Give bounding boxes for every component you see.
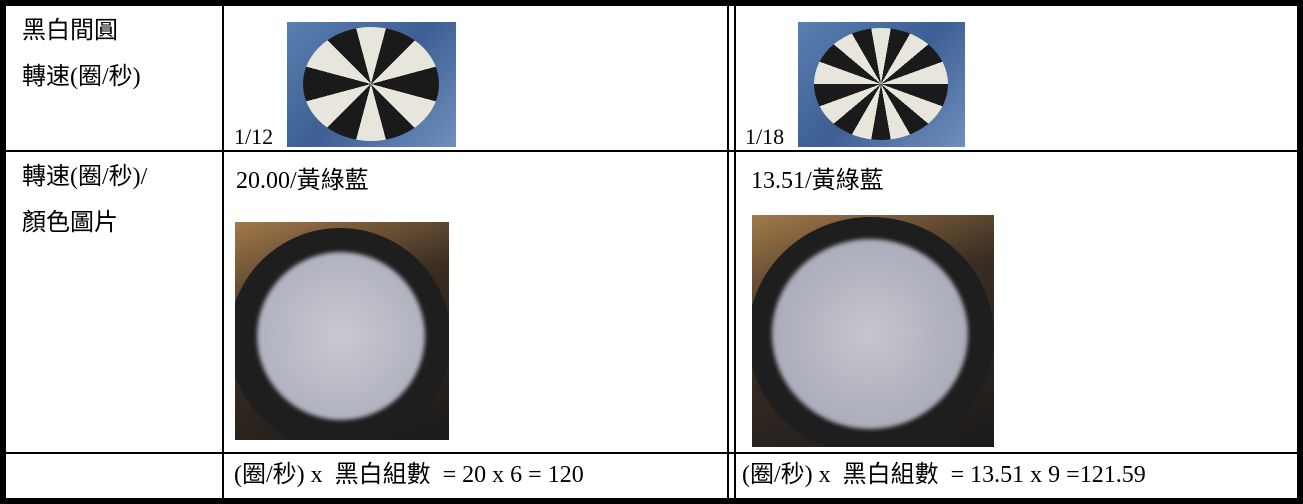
cell-border — [6, 452, 1297, 454]
photo — [235, 222, 449, 440]
cell-border — [222, 6, 224, 498]
cell-text: 20.00/黃綠藍 — [236, 168, 369, 194]
disc-face — [257, 252, 425, 420]
cell-border — [727, 6, 729, 498]
cell-border — [6, 150, 1297, 152]
row-label: 黑白間圓 — [22, 18, 118, 44]
cell-text: 13.51/黃綠藍 — [751, 168, 884, 194]
cell-text: (圈/秒) x 黑白組數 = 13.51 x 9 =121.59 — [742, 462, 1146, 488]
cell-text: (圈/秒) x 黑白組數 = 20 x 6 = 120 — [234, 462, 584, 488]
photo — [752, 215, 994, 447]
pinwheel — [814, 28, 948, 140]
cell-text: 1/18 — [745, 124, 785, 149]
row-label: 轉速(圈/秒)/ — [22, 164, 148, 190]
photo — [287, 22, 456, 147]
row-label: 顏色圖片 — [22, 210, 118, 236]
cell-text: 1/12 — [234, 124, 274, 149]
cell-border — [734, 6, 736, 498]
pinwheel — [303, 27, 439, 141]
row-label: 轉速(圈/秒) — [22, 64, 141, 90]
disc-face — [772, 239, 968, 429]
photo — [798, 22, 965, 147]
